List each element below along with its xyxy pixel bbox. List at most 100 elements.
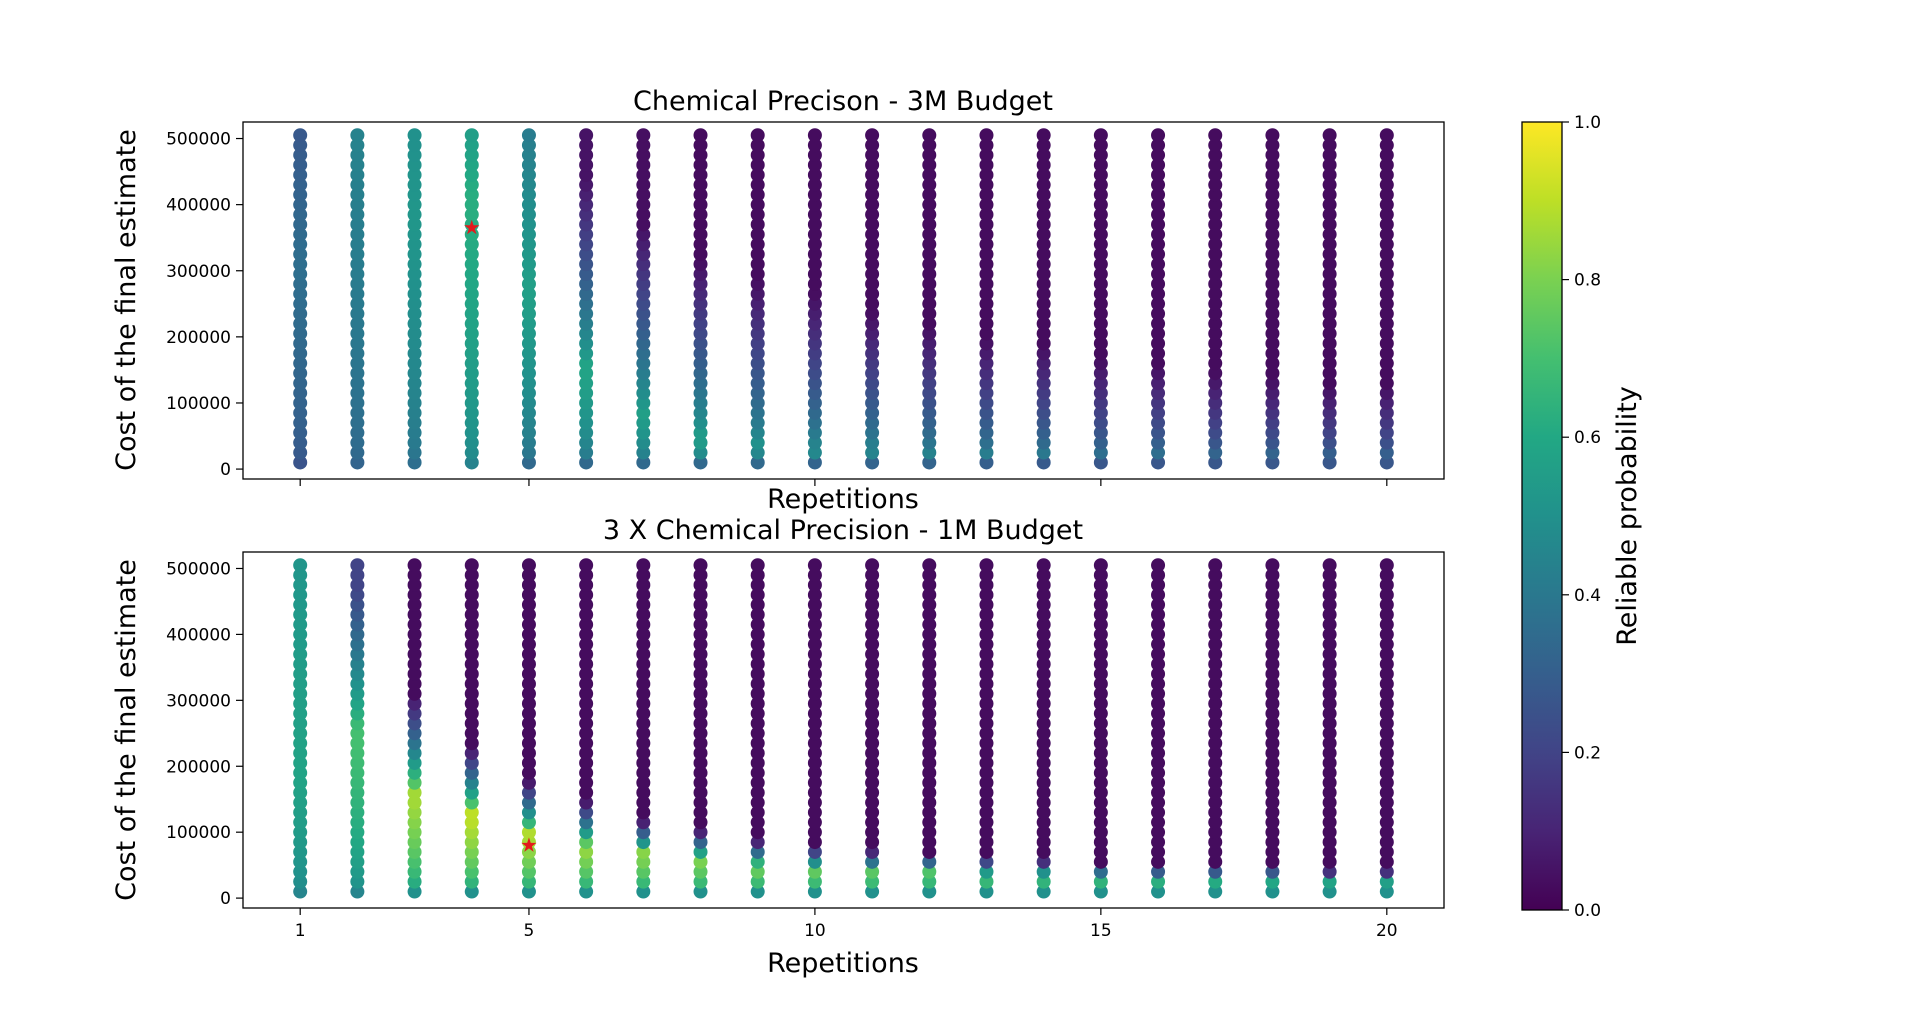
data-point: [521, 187, 536, 202]
data-point: [579, 568, 594, 583]
data-point: [1208, 336, 1223, 351]
data-point: [1265, 128, 1280, 143]
data-point: [1208, 884, 1223, 899]
data-point: [922, 637, 937, 652]
data-point: [865, 257, 880, 272]
data-point: [521, 445, 536, 460]
data-point: [579, 726, 594, 741]
data-point: [1093, 726, 1108, 741]
data-point: [750, 666, 765, 681]
data-point: [1322, 336, 1337, 351]
data-point: [521, 286, 536, 301]
data-point: [1208, 395, 1223, 410]
data-point: [1322, 207, 1337, 222]
data-point: [636, 558, 651, 573]
data-point: [1208, 435, 1223, 450]
data-point: [521, 755, 536, 770]
data-point: [293, 237, 308, 252]
data-point: [407, 217, 422, 232]
data-point: [1379, 736, 1394, 751]
data-point: [807, 805, 822, 820]
data-point: [807, 405, 822, 420]
data-point: [350, 785, 365, 800]
data-point: [807, 138, 822, 153]
data-point: [865, 587, 880, 602]
data-point: [1151, 676, 1166, 691]
data-point: [865, 864, 880, 879]
data-point: [922, 795, 937, 810]
data-point: [1322, 627, 1337, 642]
data-point: [693, 157, 708, 172]
top-chart-title: Chemical Precison - 3M Budget: [633, 86, 1053, 117]
data-point: [750, 316, 765, 331]
data-point: [1093, 676, 1108, 691]
data-point: [750, 237, 765, 252]
data-point: [750, 257, 765, 272]
data-point: [464, 197, 479, 212]
data-point: [807, 425, 822, 440]
data-point: [1036, 237, 1051, 252]
data-point: [865, 568, 880, 583]
data-point: [1322, 726, 1337, 741]
data-point: [464, 326, 479, 341]
data-point: [693, 445, 708, 460]
data-point: [579, 864, 594, 879]
data-point: [636, 197, 651, 212]
data-point: [807, 157, 822, 172]
data-point: [636, 286, 651, 301]
data-point: [1036, 726, 1051, 741]
data-point: [750, 128, 765, 143]
data-point: [1151, 286, 1166, 301]
data-point: [1151, 386, 1166, 401]
data-point: [865, 148, 880, 163]
data-point: [865, 775, 880, 790]
data-point: [979, 207, 994, 222]
data-point: [693, 455, 708, 470]
data-point: [636, 577, 651, 592]
data-point: [1151, 316, 1166, 331]
data-point: [1208, 157, 1223, 172]
data-point: [1265, 296, 1280, 311]
data-point: [750, 386, 765, 401]
data-point: [464, 726, 479, 741]
data-point: [1379, 587, 1394, 602]
data-point: [1093, 874, 1108, 889]
data-point: [1265, 356, 1280, 371]
data-point: [579, 227, 594, 242]
data-point: [1322, 805, 1337, 820]
data-point: [1151, 415, 1166, 430]
data-point: [1036, 706, 1051, 721]
data-point: [1151, 177, 1166, 192]
data-point: [636, 716, 651, 731]
top-y-axis-label: Cost of the final estimate: [111, 129, 142, 471]
data-point: [865, 316, 880, 331]
data-point: [1208, 577, 1223, 592]
data-point: [922, 197, 937, 212]
data-point: [293, 864, 308, 879]
top-y-ticks: 0 100000 200000 300000 400000 500000: [166, 130, 243, 480]
data-point: [865, 696, 880, 711]
data-point: [464, 884, 479, 899]
data-point: [1265, 227, 1280, 242]
data-point: [1151, 455, 1166, 470]
data-point: [750, 346, 765, 361]
data-point: [1322, 257, 1337, 272]
data-point: [1379, 217, 1394, 232]
data-point: [1379, 336, 1394, 351]
data-point: [807, 326, 822, 341]
data-point: [407, 257, 422, 272]
data-point: [922, 247, 937, 262]
data-point: [1379, 785, 1394, 800]
data-point: [807, 306, 822, 321]
data-point: [979, 577, 994, 592]
data-point: [293, 217, 308, 232]
data-point: [1151, 657, 1166, 672]
data-point: [1379, 386, 1394, 401]
data-point: [636, 346, 651, 361]
data-point: [350, 148, 365, 163]
data-point: [922, 647, 937, 662]
data-point: [350, 884, 365, 899]
data-point: [464, 257, 479, 272]
data-point: [750, 627, 765, 642]
data-point: [407, 435, 422, 450]
